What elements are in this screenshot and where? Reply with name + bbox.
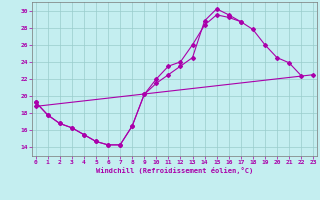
X-axis label: Windchill (Refroidissement éolien,°C): Windchill (Refroidissement éolien,°C): [96, 167, 253, 174]
